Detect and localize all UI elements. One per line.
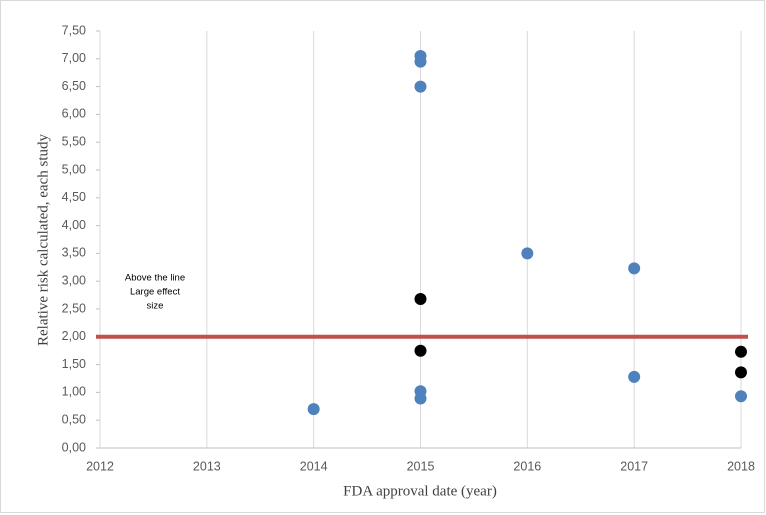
annotation: size xyxy=(147,301,164,312)
x-tick-label: 2018 xyxy=(727,459,755,473)
y-tick-label: 6,50 xyxy=(62,79,86,93)
y-tick-label: 4,00 xyxy=(62,218,86,232)
y-tick-label: 7,50 xyxy=(62,23,86,37)
y-tick-label: 7,00 xyxy=(62,51,86,65)
y-tick-label: 3,00 xyxy=(62,273,86,287)
y-tick-label: 4,50 xyxy=(62,190,86,204)
y-tick-label: 1,50 xyxy=(62,357,86,371)
x-tick-label: 2015 xyxy=(407,459,435,473)
point xyxy=(735,366,747,379)
point xyxy=(735,345,747,358)
y-tick-label: 0,50 xyxy=(62,412,86,426)
x-tick-label: 2012 xyxy=(86,459,114,473)
point xyxy=(628,262,641,275)
point xyxy=(414,344,427,357)
point xyxy=(307,403,320,416)
y-tick-label: 2,50 xyxy=(62,301,86,315)
point xyxy=(735,390,747,403)
y-tick-label: 6,00 xyxy=(62,107,86,121)
point xyxy=(414,80,427,93)
annotation: Above the line xyxy=(125,273,185,284)
annotation: Large effect xyxy=(130,287,180,298)
y-tick-label: 5,50 xyxy=(62,134,86,148)
point xyxy=(521,247,534,260)
x-tick-label: 2013 xyxy=(193,459,221,473)
x-axis-title: FDA approval date (year) xyxy=(343,483,497,499)
point xyxy=(414,392,427,405)
x-tick-label: 2017 xyxy=(620,459,648,473)
y-tick-label: 2,00 xyxy=(62,329,86,343)
y-tick-label: 3,50 xyxy=(62,246,86,260)
point xyxy=(414,292,427,305)
y-tick-label: 0,00 xyxy=(62,440,86,454)
y-tick-label: 1,00 xyxy=(62,385,86,399)
point xyxy=(628,370,641,383)
x-tick-label: 2016 xyxy=(513,459,541,473)
y-tick-label: 5,00 xyxy=(62,162,86,176)
x-tick-label: 2014 xyxy=(300,459,328,473)
point xyxy=(414,55,427,68)
y-axis-title: Relative risk calculated, each study xyxy=(35,134,51,346)
